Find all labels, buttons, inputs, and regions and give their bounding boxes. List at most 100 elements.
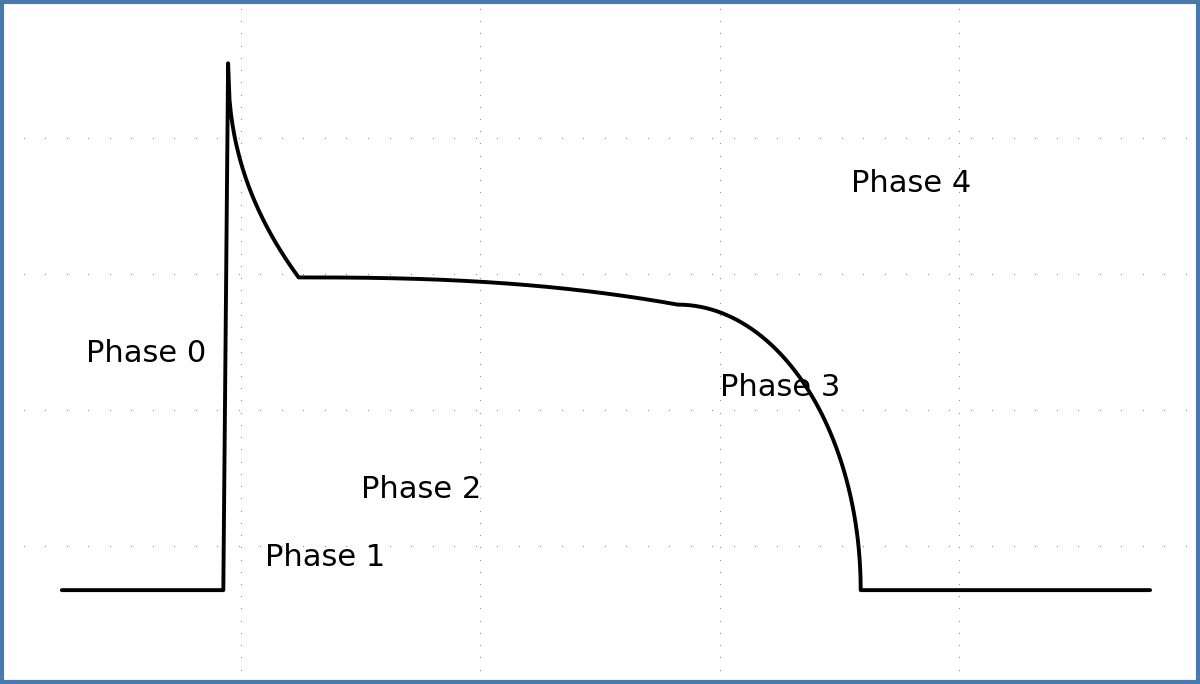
Point <box>0 676 12 684</box>
Point <box>337 404 356 415</box>
Point <box>918 676 937 684</box>
Point <box>470 676 490 684</box>
Point <box>710 493 730 504</box>
Point <box>875 269 894 280</box>
Point <box>660 676 679 684</box>
Point <box>232 334 251 345</box>
Point <box>470 150 490 161</box>
Point <box>470 174 490 185</box>
Point <box>552 676 571 684</box>
Point <box>703 133 722 144</box>
Point <box>1069 676 1088 684</box>
Point <box>949 187 968 198</box>
Point <box>810 404 829 415</box>
Point <box>725 404 744 415</box>
Point <box>638 133 658 144</box>
Point <box>530 540 550 551</box>
Point <box>1154 0 1174 8</box>
Point <box>229 540 248 551</box>
Point <box>1188 407 1200 418</box>
Point <box>0 358 12 369</box>
Point <box>1188 346 1200 357</box>
Point <box>710 395 730 406</box>
Point <box>470 211 490 222</box>
Point <box>14 133 34 144</box>
Point <box>710 419 730 430</box>
Point <box>552 540 571 551</box>
Point <box>1188 591 1200 602</box>
Point <box>1111 133 1130 144</box>
Point <box>710 3 730 14</box>
Point <box>810 269 829 280</box>
Point <box>853 0 872 8</box>
Point <box>229 404 248 415</box>
Point <box>949 616 968 627</box>
Point <box>422 133 442 144</box>
Point <box>0 407 12 418</box>
Point <box>1026 133 1045 144</box>
Point <box>470 334 490 345</box>
Point <box>1176 404 1195 415</box>
Point <box>638 676 658 684</box>
Point <box>272 0 292 8</box>
Point <box>164 133 184 144</box>
Point <box>1111 269 1130 280</box>
Point <box>1048 133 1067 144</box>
Point <box>949 505 968 516</box>
Point <box>710 371 730 382</box>
Point <box>470 640 490 650</box>
Point <box>1176 540 1195 551</box>
Point <box>0 432 12 443</box>
Point <box>470 456 490 467</box>
Point <box>810 0 829 8</box>
Point <box>896 404 916 415</box>
Point <box>710 505 730 516</box>
Point <box>949 163 968 174</box>
Point <box>470 16 490 27</box>
Point <box>810 540 829 551</box>
Point <box>232 542 251 553</box>
Point <box>940 0 959 8</box>
Point <box>1026 269 1045 280</box>
Point <box>1026 0 1045 8</box>
Point <box>1069 540 1088 551</box>
Point <box>487 676 506 684</box>
Point <box>617 540 636 551</box>
Point <box>0 211 12 222</box>
Point <box>1188 285 1200 295</box>
Point <box>710 407 730 418</box>
Point <box>710 469 730 479</box>
Point <box>983 540 1002 551</box>
Point <box>574 404 593 415</box>
Point <box>1188 16 1200 27</box>
Point <box>949 150 968 161</box>
Point <box>918 0 937 8</box>
Point <box>710 554 730 565</box>
Point <box>444 269 463 280</box>
Point <box>1048 269 1067 280</box>
Point <box>1188 627 1200 638</box>
Point <box>1188 28 1200 39</box>
Point <box>470 358 490 369</box>
Point <box>444 404 463 415</box>
Point <box>1188 664 1200 675</box>
Point <box>58 404 77 415</box>
Point <box>853 269 872 280</box>
Point <box>983 133 1002 144</box>
Point <box>121 540 140 551</box>
Point <box>832 540 851 551</box>
Point <box>1133 133 1152 144</box>
Point <box>232 285 251 295</box>
Point <box>767 0 786 8</box>
Point <box>100 0 119 8</box>
Point <box>1154 133 1174 144</box>
Point <box>949 652 968 663</box>
Point <box>710 77 730 88</box>
Point <box>949 664 968 675</box>
Point <box>1188 579 1200 590</box>
Point <box>574 540 593 551</box>
Point <box>710 358 730 369</box>
Point <box>1188 199 1200 210</box>
Point <box>746 676 766 684</box>
Point <box>0 236 12 247</box>
